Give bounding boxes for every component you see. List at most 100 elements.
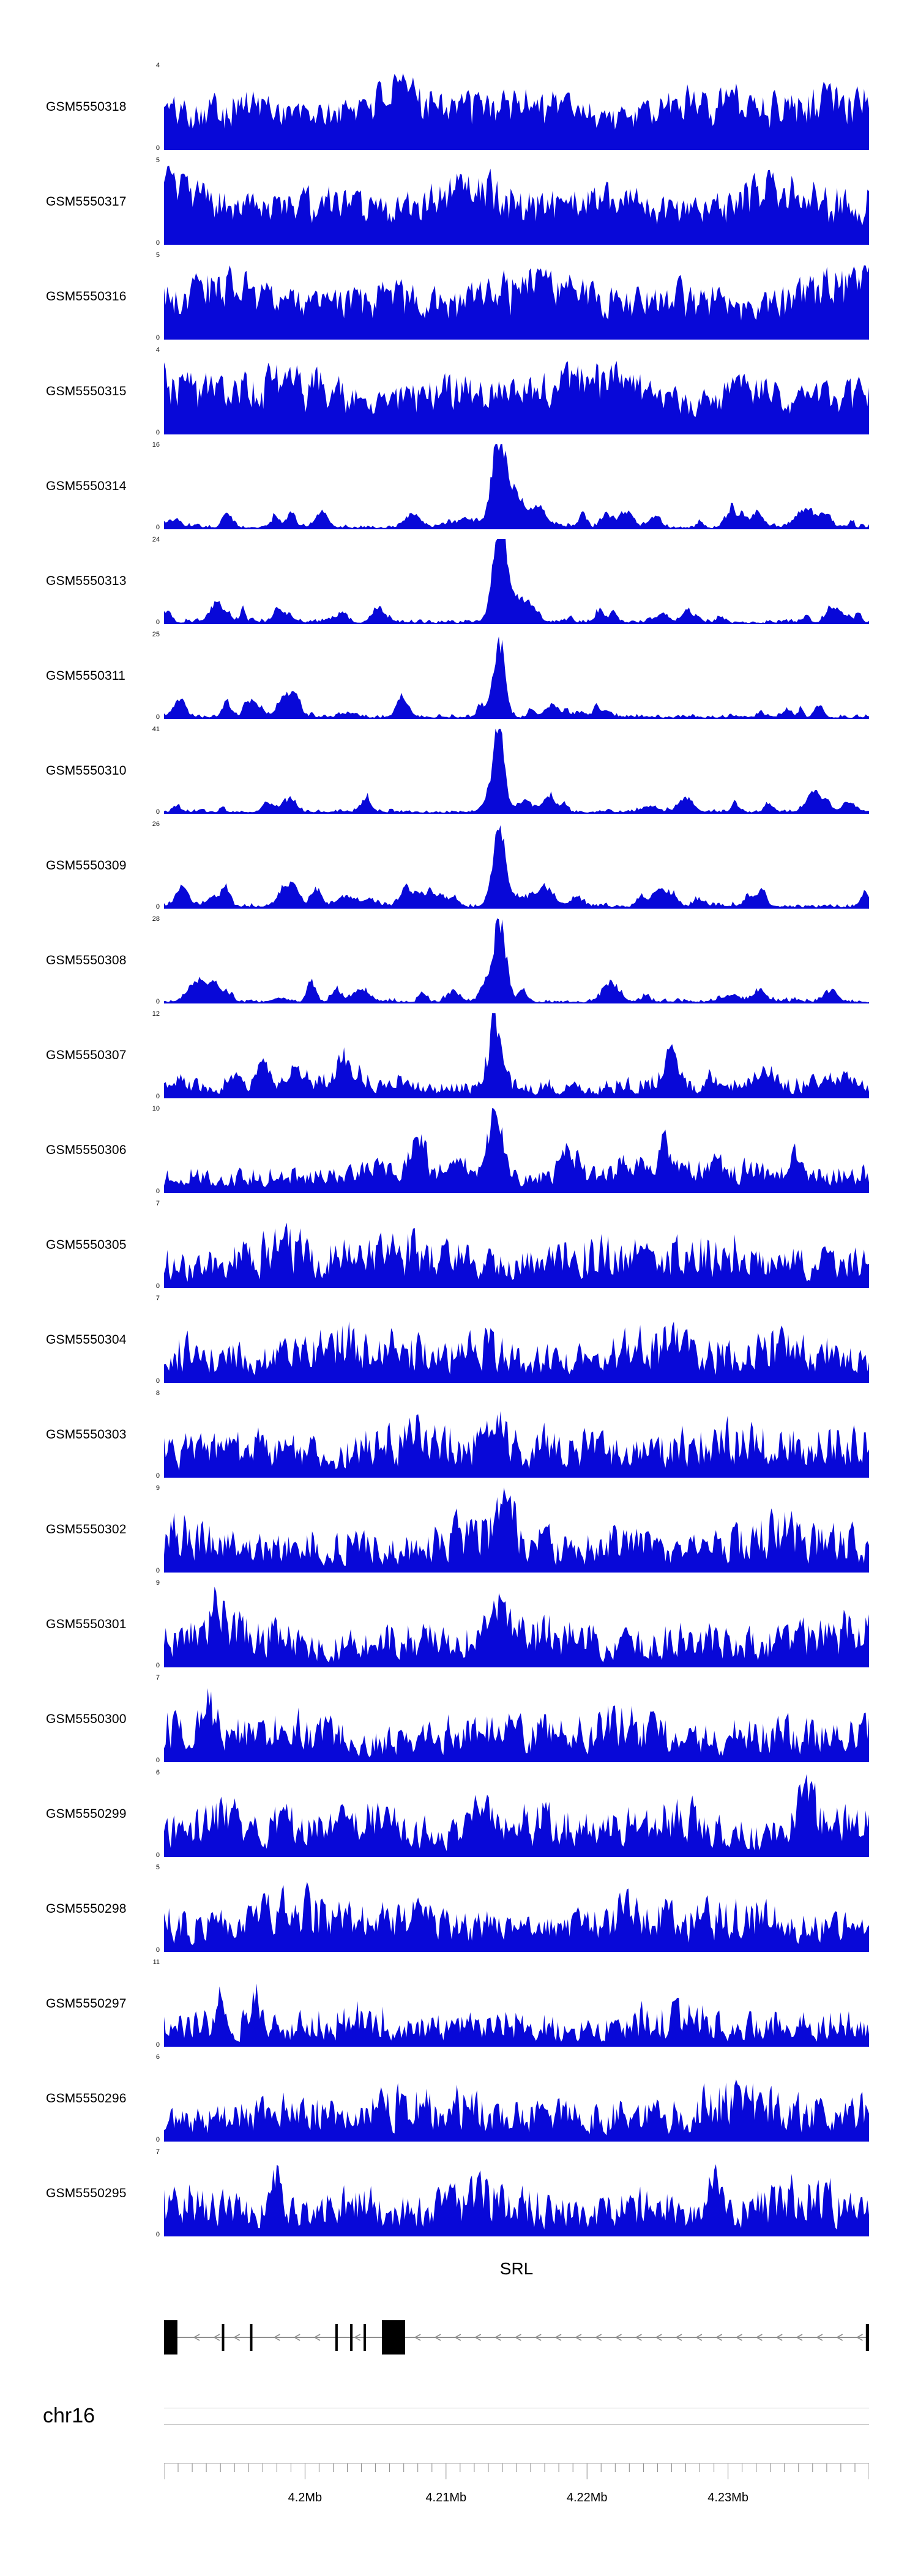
- track-plot: 5 0: [156, 157, 869, 247]
- signal-track-row: GSM5550308 28 0: [0, 915, 918, 1005]
- signal-area-chart: [164, 636, 869, 719]
- track-plot: 16 0: [152, 442, 869, 531]
- y-axis-zero-label: 0: [155, 903, 160, 910]
- signal-area-chart: [164, 1774, 869, 1857]
- signal-path: [164, 1321, 869, 1383]
- signal-track-row: GSM5550302 9 0: [0, 1485, 918, 1574]
- y-axis-max-label: 9: [155, 1579, 160, 1587]
- y-axis-zero-label: 0: [155, 998, 160, 1005]
- signal-area-chart: [164, 2164, 869, 2236]
- track-plot: 10 0: [152, 1106, 869, 1195]
- signal-track-row: GSM5550305 7 0: [0, 1200, 918, 1290]
- gene-name-label: SRL: [499, 2259, 534, 2278]
- y-axis-max-label: 10: [152, 1105, 160, 1112]
- strand-arrow-icon: [614, 2334, 622, 2341]
- track-label: GSM5550316: [46, 289, 127, 303]
- strand-arrow-icon: [554, 2334, 562, 2341]
- y-axis-zero-label: 0: [155, 2041, 160, 2049]
- track-plot: 41 0: [152, 726, 869, 816]
- y-axis-max-label: 41: [152, 726, 160, 733]
- strand-arrow-icon: [354, 2334, 361, 2341]
- strand-arrow-icon: [856, 2334, 863, 2341]
- track-label: GSM5550298: [46, 1902, 127, 1916]
- y-axis-max-label: 8: [155, 1390, 160, 1397]
- signal-area-chart: [164, 361, 869, 434]
- track-label: GSM5550296: [46, 2091, 127, 2105]
- signal-track-row: GSM5550299 6 0: [0, 1770, 918, 1859]
- track-label: GSM5550297: [46, 1997, 127, 2011]
- exon-block: [222, 2324, 225, 2351]
- strand-arrow-icon: [454, 2334, 461, 2341]
- track-plot: 12 0: [152, 1011, 869, 1100]
- y-axis-zero-label: 0: [155, 1852, 160, 1859]
- exon-block: [164, 2320, 177, 2355]
- y-axis-zero-label: 0: [155, 429, 160, 436]
- signal-track-row: GSM5550313 24 0: [0, 537, 918, 626]
- strand-arrow-icon: [474, 2334, 482, 2341]
- signal-path: [164, 825, 869, 909]
- y-axis-zero-label: 0: [155, 1472, 160, 1480]
- signal-area-chart: [164, 1411, 869, 1478]
- exon-block: [364, 2324, 366, 2351]
- y-axis-zero-label: 0: [155, 619, 160, 626]
- track-label: GSM5550309: [46, 858, 127, 873]
- signal-path: [164, 1013, 869, 1098]
- y-axis-zero-label: 0: [155, 713, 160, 721]
- signal-path: [164, 1774, 869, 1857]
- signal-track-row: GSM5550318 4 0: [0, 62, 918, 152]
- signal-area-chart: [164, 539, 869, 624]
- signal-area-chart: [164, 1013, 869, 1098]
- strand-arrow-icon: [575, 2334, 582, 2341]
- strand-arrow-icon: [695, 2334, 703, 2341]
- signal-path: [164, 444, 869, 529]
- signal-area-chart: [164, 729, 869, 814]
- y-axis-max-label: 4: [155, 346, 160, 354]
- track-label: GSM5550313: [46, 574, 127, 588]
- y-axis-zero-label: 0: [155, 334, 160, 341]
- y-axis-zero-label: 0: [155, 1567, 160, 1574]
- signal-track-row: GSM5550298 5 0: [0, 1864, 918, 1954]
- signal-path: [164, 1223, 869, 1288]
- exon-block: [865, 2324, 869, 2351]
- signal-area-chart: [164, 265, 869, 340]
- signal-path: [164, 1688, 869, 1762]
- track-plot: 26 0: [152, 821, 869, 910]
- strand-arrow-icon: [313, 2334, 321, 2341]
- signal-path: [164, 165, 869, 245]
- axis-label: 4.21Mb: [425, 2491, 466, 2504]
- track-plot: 24 0: [152, 537, 869, 626]
- signal-path: [164, 636, 869, 719]
- y-axis-max-label: 28: [152, 915, 160, 923]
- track-label: GSM5550308: [46, 953, 127, 967]
- exon-block: [350, 2324, 353, 2351]
- exon-block: [335, 2324, 338, 2351]
- y-axis-zero-label: 0: [155, 1662, 160, 1669]
- track-plot: 7 0: [156, 1295, 869, 1385]
- strand-arrow-icon: [775, 2334, 783, 2341]
- y-axis-zero-label: 0: [155, 1282, 160, 1290]
- signal-path: [164, 539, 869, 624]
- strand-arrow-icon: [755, 2334, 763, 2341]
- signal-area-chart: [164, 2079, 869, 2142]
- signal-area-chart: [164, 918, 869, 1003]
- y-axis-max-label: 5: [155, 157, 160, 164]
- y-axis-zero-label: 0: [155, 1093, 160, 1100]
- signal-track-row: GSM5550296 6 0: [0, 2053, 918, 2143]
- signal-area-chart: [164, 1223, 869, 1288]
- track-plot: 5 0: [156, 252, 869, 341]
- signal-area-chart: [164, 1983, 869, 2047]
- y-axis-zero-label: 0: [155, 1757, 160, 1764]
- strand-arrow-icon: [514, 2334, 521, 2341]
- y-axis-max-label: 6: [155, 2053, 160, 2061]
- signal-path: [164, 2079, 869, 2142]
- y-axis-zero-label: 0: [155, 1946, 160, 1954]
- signal-area-chart: [164, 165, 869, 245]
- track-label: GSM5550315: [46, 384, 127, 398]
- track-label: GSM5550299: [46, 1807, 127, 1821]
- y-axis-max-label: 16: [152, 441, 160, 449]
- y-axis-zero-label: 0: [155, 2231, 160, 2238]
- axis-label: 4.2Mb: [288, 2491, 323, 2504]
- y-axis-max-label: 7: [155, 1200, 160, 1207]
- strand-arrow-icon: [635, 2334, 642, 2341]
